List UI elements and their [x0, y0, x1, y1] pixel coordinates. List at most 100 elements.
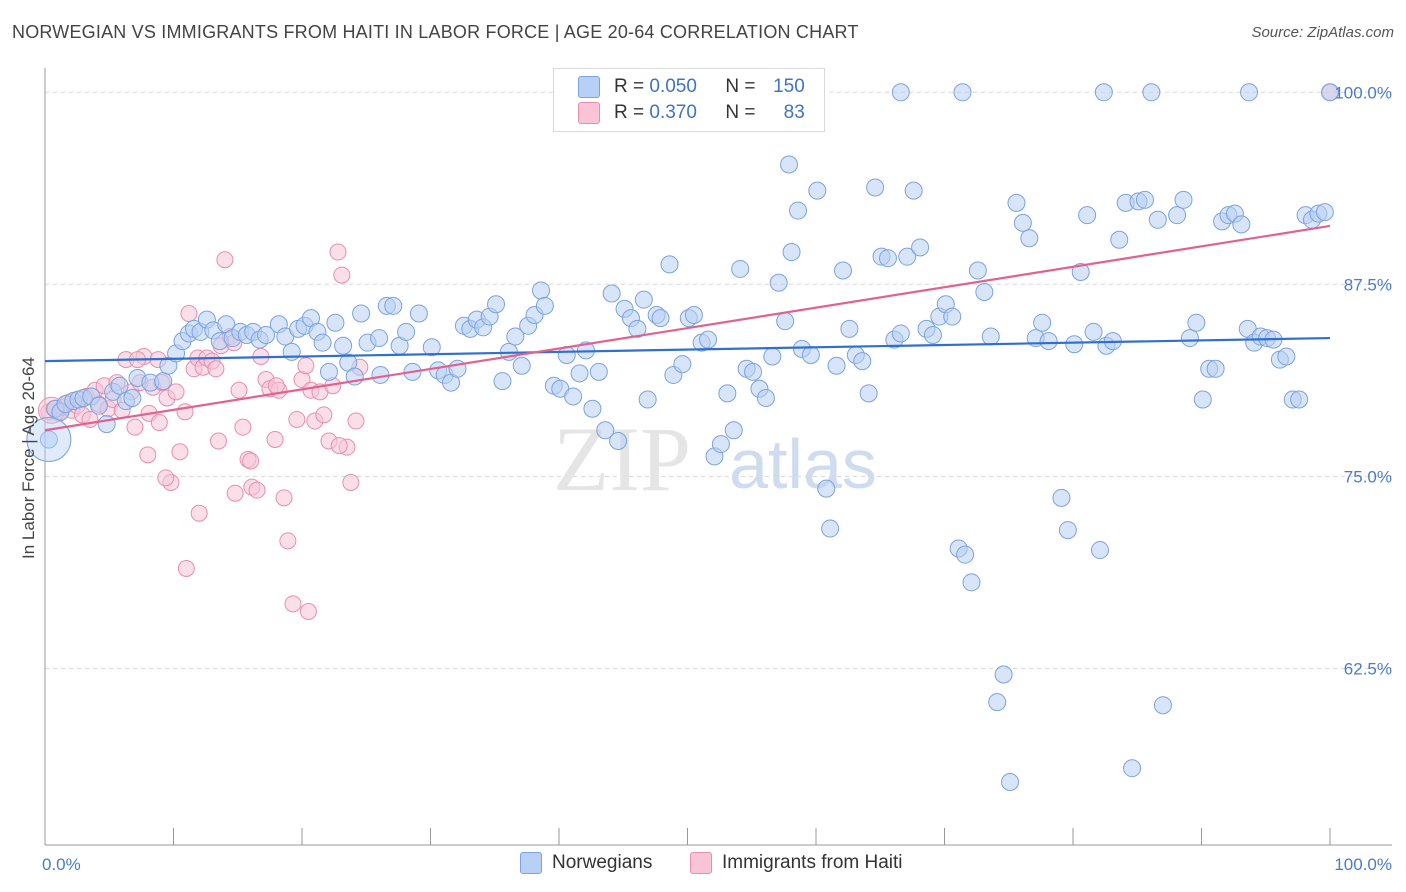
norwegian-point [988, 693, 1007, 712]
norwegian-point [808, 181, 827, 200]
haiti-point [330, 437, 348, 455]
norwegian-point [609, 431, 628, 450]
norwegian-point [110, 376, 129, 395]
norwegian-point [956, 545, 975, 564]
norwegian-point [898, 247, 917, 266]
haiti-point [248, 481, 266, 499]
norwegian-points [26, 83, 1339, 792]
series-legend: Norwegians Immigrants from Haiti [0, 852, 1406, 878]
axes [44, 68, 1392, 846]
norwegian-point [1094, 83, 1113, 102]
norwegian-point [602, 284, 621, 303]
legend-label-norwegians: Norwegians [552, 852, 653, 873]
x-tick-label: 100.0% [1334, 855, 1392, 874]
norwegian-point [1135, 190, 1154, 209]
norwegian-point [789, 201, 808, 220]
haiti-point [299, 603, 317, 621]
watermark-atlas: atlas [729, 425, 877, 503]
norwegian-point [1321, 83, 1339, 102]
norwegian-point [821, 519, 840, 538]
haiti-point [267, 377, 285, 395]
norwegian-point [1052, 488, 1071, 507]
norwegian-point [596, 421, 615, 440]
norwegian-point [1078, 206, 1097, 225]
norwegian-point [699, 330, 718, 349]
norwegian-point [1277, 347, 1296, 366]
haiti-point [207, 360, 225, 378]
norwegian-point [384, 296, 403, 315]
norwegians-trend-line [44, 336, 1331, 363]
norwegian-point [1240, 83, 1259, 102]
norwegian-point [1020, 229, 1039, 248]
x-tick-label: 0.0% [42, 855, 81, 874]
legend-swatch-blue [520, 852, 542, 874]
norwegian-point [827, 356, 846, 375]
norwegian-point [422, 338, 441, 357]
legend-r-value: 0.050 [649, 76, 697, 97]
norwegian-point [994, 665, 1013, 684]
norwegian-point [776, 312, 795, 331]
norwegian-point [711, 435, 730, 454]
norwegian-point [370, 329, 389, 348]
norwegian-point [1290, 390, 1309, 409]
haiti-point [226, 484, 244, 502]
norwegian-point [817, 479, 836, 498]
norwegian-point [1013, 213, 1032, 232]
gridlines [45, 91, 1392, 669]
norwegian-point [1153, 696, 1172, 715]
norwegian-point [673, 355, 692, 374]
norwegian-point [512, 356, 531, 375]
norwegian-point [1084, 322, 1103, 341]
norwegian-point [1033, 313, 1052, 332]
norwegian-point [319, 362, 338, 381]
norwegian-point [1065, 335, 1084, 354]
haiti-point [150, 414, 168, 432]
y-tick-label: 75.0% [1344, 467, 1392, 486]
haiti-trend-line [44, 224, 1331, 432]
norwegian-point [313, 333, 332, 352]
norwegian-point [589, 362, 608, 381]
trend-lines [44, 224, 1331, 432]
norwegian-point [1058, 521, 1077, 540]
legend-row-norwegians: R = 0.050 N = 150 [578, 75, 805, 99]
haiti-point [230, 381, 248, 399]
haiti-point [342, 473, 360, 491]
haiti-point [297, 357, 315, 375]
haiti-points [37, 83, 1339, 621]
norwegian-point [583, 399, 602, 418]
legend-label-haiti: Immigrants from Haiti [722, 852, 903, 873]
norwegian-point [628, 319, 647, 338]
haiti-point [333, 266, 351, 284]
legend-swatch-pink [578, 102, 600, 124]
norwegian-point [154, 372, 173, 391]
haiti-point [167, 383, 185, 401]
watermark-zip: ZIP [553, 408, 691, 510]
legend-n-label: N = [725, 76, 756, 97]
norwegian-point [840, 319, 859, 338]
norwegian-point [1123, 759, 1142, 778]
norwegian-point [953, 83, 972, 102]
haiti-point [347, 412, 365, 430]
norwegian-point [769, 273, 788, 292]
y-tick-label: 62.5% [1344, 659, 1392, 678]
norwegian-point [968, 261, 987, 280]
norwegian-point [1315, 203, 1334, 222]
haiti-point [209, 432, 227, 450]
norwegian-point [352, 304, 371, 323]
haiti-point [275, 489, 293, 507]
stats-legend: R = 0.050 N = 150 R = 0.370 N = 83 [553, 68, 825, 132]
haiti-point [216, 251, 234, 269]
norwegian-point [943, 307, 962, 326]
norwegian-point [334, 336, 353, 355]
norwegian-point [724, 421, 743, 440]
haiti-point [139, 446, 157, 464]
norwegian-point [506, 327, 525, 346]
legend-swatch-blue [578, 76, 600, 98]
norwegian-point [634, 290, 653, 309]
norwegian-point [39, 430, 58, 449]
legend-r-label: R = [614, 102, 645, 123]
haiti-point [315, 406, 333, 424]
haiti-point [126, 418, 144, 436]
norwegian-point [859, 384, 878, 403]
